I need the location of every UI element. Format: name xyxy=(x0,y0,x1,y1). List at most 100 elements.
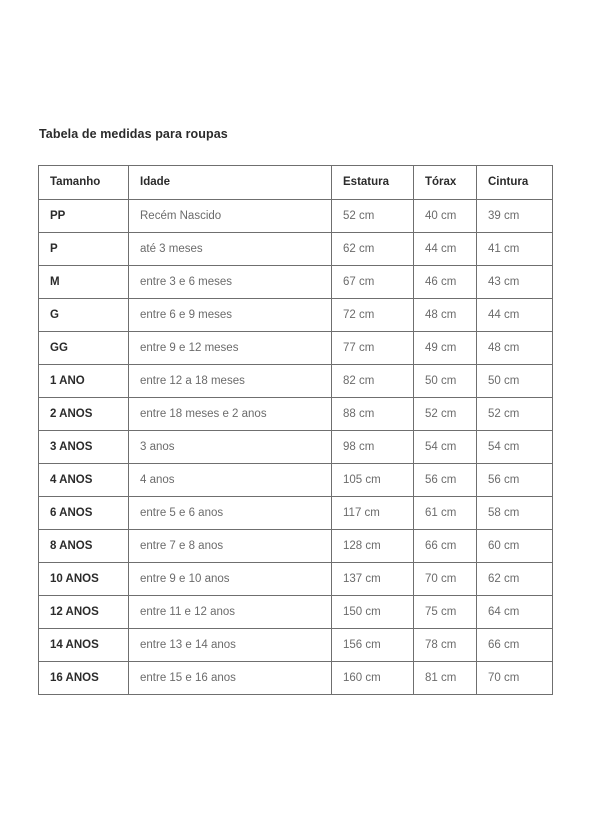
cell-torax: 40 cm xyxy=(413,199,477,233)
cell-torax: 54 cm xyxy=(413,430,477,464)
cell-torax: 70 cm xyxy=(413,562,477,596)
table-row: PP Recém Nascido 52 cm 40 cm 39 cm xyxy=(38,199,553,233)
table-row: 16 ANOS entre 15 e 16 anos 160 cm 81 cm 70 c… xyxy=(38,661,553,695)
cell-cintura: 60 cm xyxy=(476,529,553,563)
table-row: 6 ANOS entre 5 e 6 anos 117 cm 61 cm 58 cm xyxy=(38,496,553,530)
cell-estatura: 156 cm xyxy=(331,628,414,662)
column-header-cintura: Cintura xyxy=(476,165,553,200)
cell-torax: 48 cm xyxy=(413,298,477,332)
cell-idade: Recém Nascido xyxy=(128,199,332,233)
cell-cintura: 48 cm xyxy=(476,331,553,365)
cell-tamanho: 1 ANO xyxy=(38,364,129,398)
cell-estatura: 52 cm xyxy=(331,199,414,233)
cell-tamanho: 4 ANOS xyxy=(38,463,129,497)
cell-tamanho: 14 ANOS xyxy=(38,628,129,662)
table-row: 8 ANOS entre 7 e 8 anos 128 cm 66 cm 60 cm xyxy=(38,529,553,563)
cell-cintura: 41 cm xyxy=(476,232,553,266)
cell-tamanho: 6 ANOS xyxy=(38,496,129,530)
cell-tamanho: 12 ANOS xyxy=(38,595,129,629)
cell-tamanho: 16 ANOS xyxy=(38,661,129,695)
cell-estatura: 62 cm xyxy=(331,232,414,266)
cell-tamanho: GG xyxy=(38,331,129,365)
cell-cintura: 70 cm xyxy=(476,661,553,695)
cell-torax: 44 cm xyxy=(413,232,477,266)
column-header-estatura: Estatura xyxy=(331,165,414,200)
table-header: Tamanho Idade Estatura Tórax Cintura xyxy=(38,165,553,200)
cell-tamanho: 3 ANOS xyxy=(38,430,129,464)
table-row: 2 ANOS entre 18 meses e 2 anos 88 cm 52 cm 5… xyxy=(38,397,553,431)
cell-torax: 75 cm xyxy=(413,595,477,629)
cell-estatura: 72 cm xyxy=(331,298,414,332)
cell-idade: entre 5 e 6 anos xyxy=(128,496,332,530)
cell-cintura: 43 cm xyxy=(476,265,553,299)
cell-tamanho: 10 ANOS xyxy=(38,562,129,596)
clothing-size-measurements-table: Tamanho Idade Estatura Tórax Cintura PP Recém… xyxy=(38,165,553,695)
cell-idade: entre 15 e 16 anos xyxy=(128,661,332,695)
cell-idade: entre 18 meses e 2 anos xyxy=(128,397,332,431)
cell-tamanho: 8 ANOS xyxy=(38,529,129,563)
cell-cintura: 58 cm xyxy=(476,496,553,530)
cell-estatura: 128 cm xyxy=(331,529,414,563)
cell-idade: entre 3 e 6 meses xyxy=(128,265,332,299)
cell-tamanho: 2 ANOS xyxy=(38,397,129,431)
table-container: Tamanho Idade Estatura Tórax Cintura PP Recém… xyxy=(38,165,553,695)
cell-estatura: 88 cm xyxy=(331,397,414,431)
cell-idade: entre 12 a 18 meses xyxy=(128,364,332,398)
cell-idade: entre 7 e 8 anos xyxy=(128,529,332,563)
cell-estatura: 77 cm xyxy=(331,331,414,365)
column-header-torax: Tórax xyxy=(413,165,477,200)
table-row: 3 ANOS 3 anos 98 cm 54 cm 54 cm xyxy=(38,430,553,464)
cell-torax: 66 cm xyxy=(413,529,477,563)
cell-torax: 56 cm xyxy=(413,463,477,497)
cell-idade: 4 anos xyxy=(128,463,332,497)
cell-idade: 3 anos xyxy=(128,430,332,464)
cell-tamanho: P xyxy=(38,232,129,266)
table-row: 1 ANO entre 12 a 18 meses 82 cm 50 cm 50 cm xyxy=(38,364,553,398)
cell-idade: entre 13 e 14 anos xyxy=(128,628,332,662)
cell-torax: 61 cm xyxy=(413,496,477,530)
table-row: 10 ANOS entre 9 e 10 anos 137 cm 70 cm 62 cm xyxy=(38,562,553,596)
cell-estatura: 82 cm xyxy=(331,364,414,398)
cell-idade: entre 9 e 12 meses xyxy=(128,331,332,365)
cell-tamanho: G xyxy=(38,298,129,332)
table-header-row: Tamanho Idade Estatura Tórax Cintura xyxy=(38,165,553,200)
cell-estatura: 150 cm xyxy=(331,595,414,629)
cell-cintura: 66 cm xyxy=(476,628,553,662)
cell-estatura: 67 cm xyxy=(331,265,414,299)
cell-estatura: 137 cm xyxy=(331,562,414,596)
cell-estatura: 105 cm xyxy=(331,463,414,497)
column-header-idade: Idade xyxy=(128,165,332,200)
cell-idade: até 3 meses xyxy=(128,232,332,266)
page-title: Tabela de medidas para roupas xyxy=(39,127,228,141)
cell-cintura: 39 cm xyxy=(476,199,553,233)
cell-torax: 81 cm xyxy=(413,661,477,695)
cell-estatura: 160 cm xyxy=(331,661,414,695)
cell-tamanho: PP xyxy=(38,199,129,233)
cell-cintura: 64 cm xyxy=(476,595,553,629)
cell-torax: 50 cm xyxy=(413,364,477,398)
cell-tamanho: M xyxy=(38,265,129,299)
cell-torax: 52 cm xyxy=(413,397,477,431)
table-row: 14 ANOS entre 13 e 14 anos 156 cm 78 cm 66 c… xyxy=(38,628,553,662)
cell-cintura: 44 cm xyxy=(476,298,553,332)
cell-estatura: 98 cm xyxy=(331,430,414,464)
cell-torax: 46 cm xyxy=(413,265,477,299)
column-header-tamanho: Tamanho xyxy=(38,165,129,200)
cell-cintura: 56 cm xyxy=(476,463,553,497)
cell-cintura: 62 cm xyxy=(476,562,553,596)
cell-cintura: 52 cm xyxy=(476,397,553,431)
cell-estatura: 117 cm xyxy=(331,496,414,530)
cell-cintura: 54 cm xyxy=(476,430,553,464)
cell-idade: entre 9 e 10 anos xyxy=(128,562,332,596)
table-row: GG entre 9 e 12 meses 77 cm 49 cm 48 cm xyxy=(38,331,553,365)
table-row: 12 ANOS entre 11 e 12 anos 150 cm 75 cm 64 c… xyxy=(38,595,553,629)
cell-torax: 78 cm xyxy=(413,628,477,662)
cell-idade: entre 6 e 9 meses xyxy=(128,298,332,332)
cell-cintura: 50 cm xyxy=(476,364,553,398)
table-row: 4 ANOS 4 anos 105 cm 56 cm 56 cm xyxy=(38,463,553,497)
